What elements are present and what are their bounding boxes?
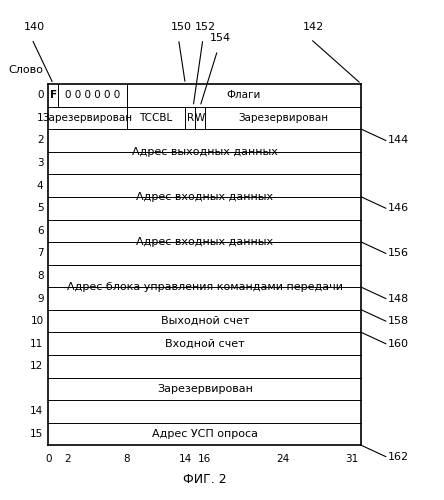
Text: Входной счет: Входной счет bbox=[165, 338, 245, 348]
Text: 162: 162 bbox=[388, 452, 409, 462]
Text: 140: 140 bbox=[24, 22, 45, 32]
Text: 146: 146 bbox=[388, 203, 409, 213]
Text: Зарезервирован: Зарезервирован bbox=[43, 113, 133, 123]
Text: W: W bbox=[195, 113, 205, 123]
Text: 0 0 0 0 0 0: 0 0 0 0 0 0 bbox=[65, 90, 120, 101]
Text: R: R bbox=[186, 113, 194, 123]
Text: 148: 148 bbox=[388, 294, 409, 304]
Text: 12: 12 bbox=[30, 362, 44, 372]
Text: 152: 152 bbox=[195, 22, 216, 32]
Text: 5: 5 bbox=[37, 203, 44, 213]
Text: Адрес УСП опроса: Адрес УСП опроса bbox=[152, 429, 258, 439]
Text: Флаги: Флаги bbox=[227, 90, 261, 101]
Text: 2: 2 bbox=[65, 454, 71, 464]
Text: Слово: Слово bbox=[9, 66, 44, 76]
Text: 1: 1 bbox=[37, 113, 44, 123]
Text: F: F bbox=[50, 90, 57, 101]
Text: 154: 154 bbox=[210, 34, 231, 43]
Text: 24: 24 bbox=[277, 454, 290, 464]
Text: 8: 8 bbox=[123, 454, 130, 464]
Text: 160: 160 bbox=[388, 338, 409, 348]
Text: 15: 15 bbox=[30, 429, 44, 439]
Text: 156: 156 bbox=[388, 248, 409, 258]
Text: Адрес выходных данных: Адрес выходных данных bbox=[132, 147, 278, 157]
Text: 4: 4 bbox=[37, 180, 44, 190]
Text: ФИГ. 2: ФИГ. 2 bbox=[183, 472, 227, 486]
Text: 7: 7 bbox=[37, 248, 44, 258]
Text: 158: 158 bbox=[388, 316, 409, 326]
Text: 14: 14 bbox=[30, 406, 44, 416]
Text: 31: 31 bbox=[345, 454, 358, 464]
Text: 9: 9 bbox=[37, 294, 44, 304]
Text: 144: 144 bbox=[388, 136, 409, 145]
Text: 6: 6 bbox=[37, 226, 44, 236]
Text: 11: 11 bbox=[30, 338, 44, 348]
Text: Зарезервирован: Зарезервирован bbox=[157, 384, 253, 394]
Text: Зарезервирован: Зарезервирован bbox=[238, 113, 328, 123]
Text: 10: 10 bbox=[31, 316, 44, 326]
Text: 142: 142 bbox=[303, 22, 324, 32]
Text: 0: 0 bbox=[45, 454, 52, 464]
Text: 8: 8 bbox=[37, 271, 44, 281]
Text: 2: 2 bbox=[37, 136, 44, 145]
Text: Адрес блока управления командами передачи: Адрес блока управления командами передач… bbox=[67, 282, 343, 292]
Text: 16: 16 bbox=[198, 454, 211, 464]
Text: Адрес входных данных: Адрес входных данных bbox=[136, 237, 274, 247]
Text: 3: 3 bbox=[37, 158, 44, 168]
Text: 150: 150 bbox=[170, 22, 192, 32]
Text: Адрес входных данных: Адрес входных данных bbox=[136, 192, 274, 202]
Text: 14: 14 bbox=[178, 454, 192, 464]
Text: 0: 0 bbox=[37, 90, 44, 101]
Text: Выходной счет: Выходной счет bbox=[161, 316, 249, 326]
Text: TCCBL: TCCBL bbox=[139, 113, 173, 123]
